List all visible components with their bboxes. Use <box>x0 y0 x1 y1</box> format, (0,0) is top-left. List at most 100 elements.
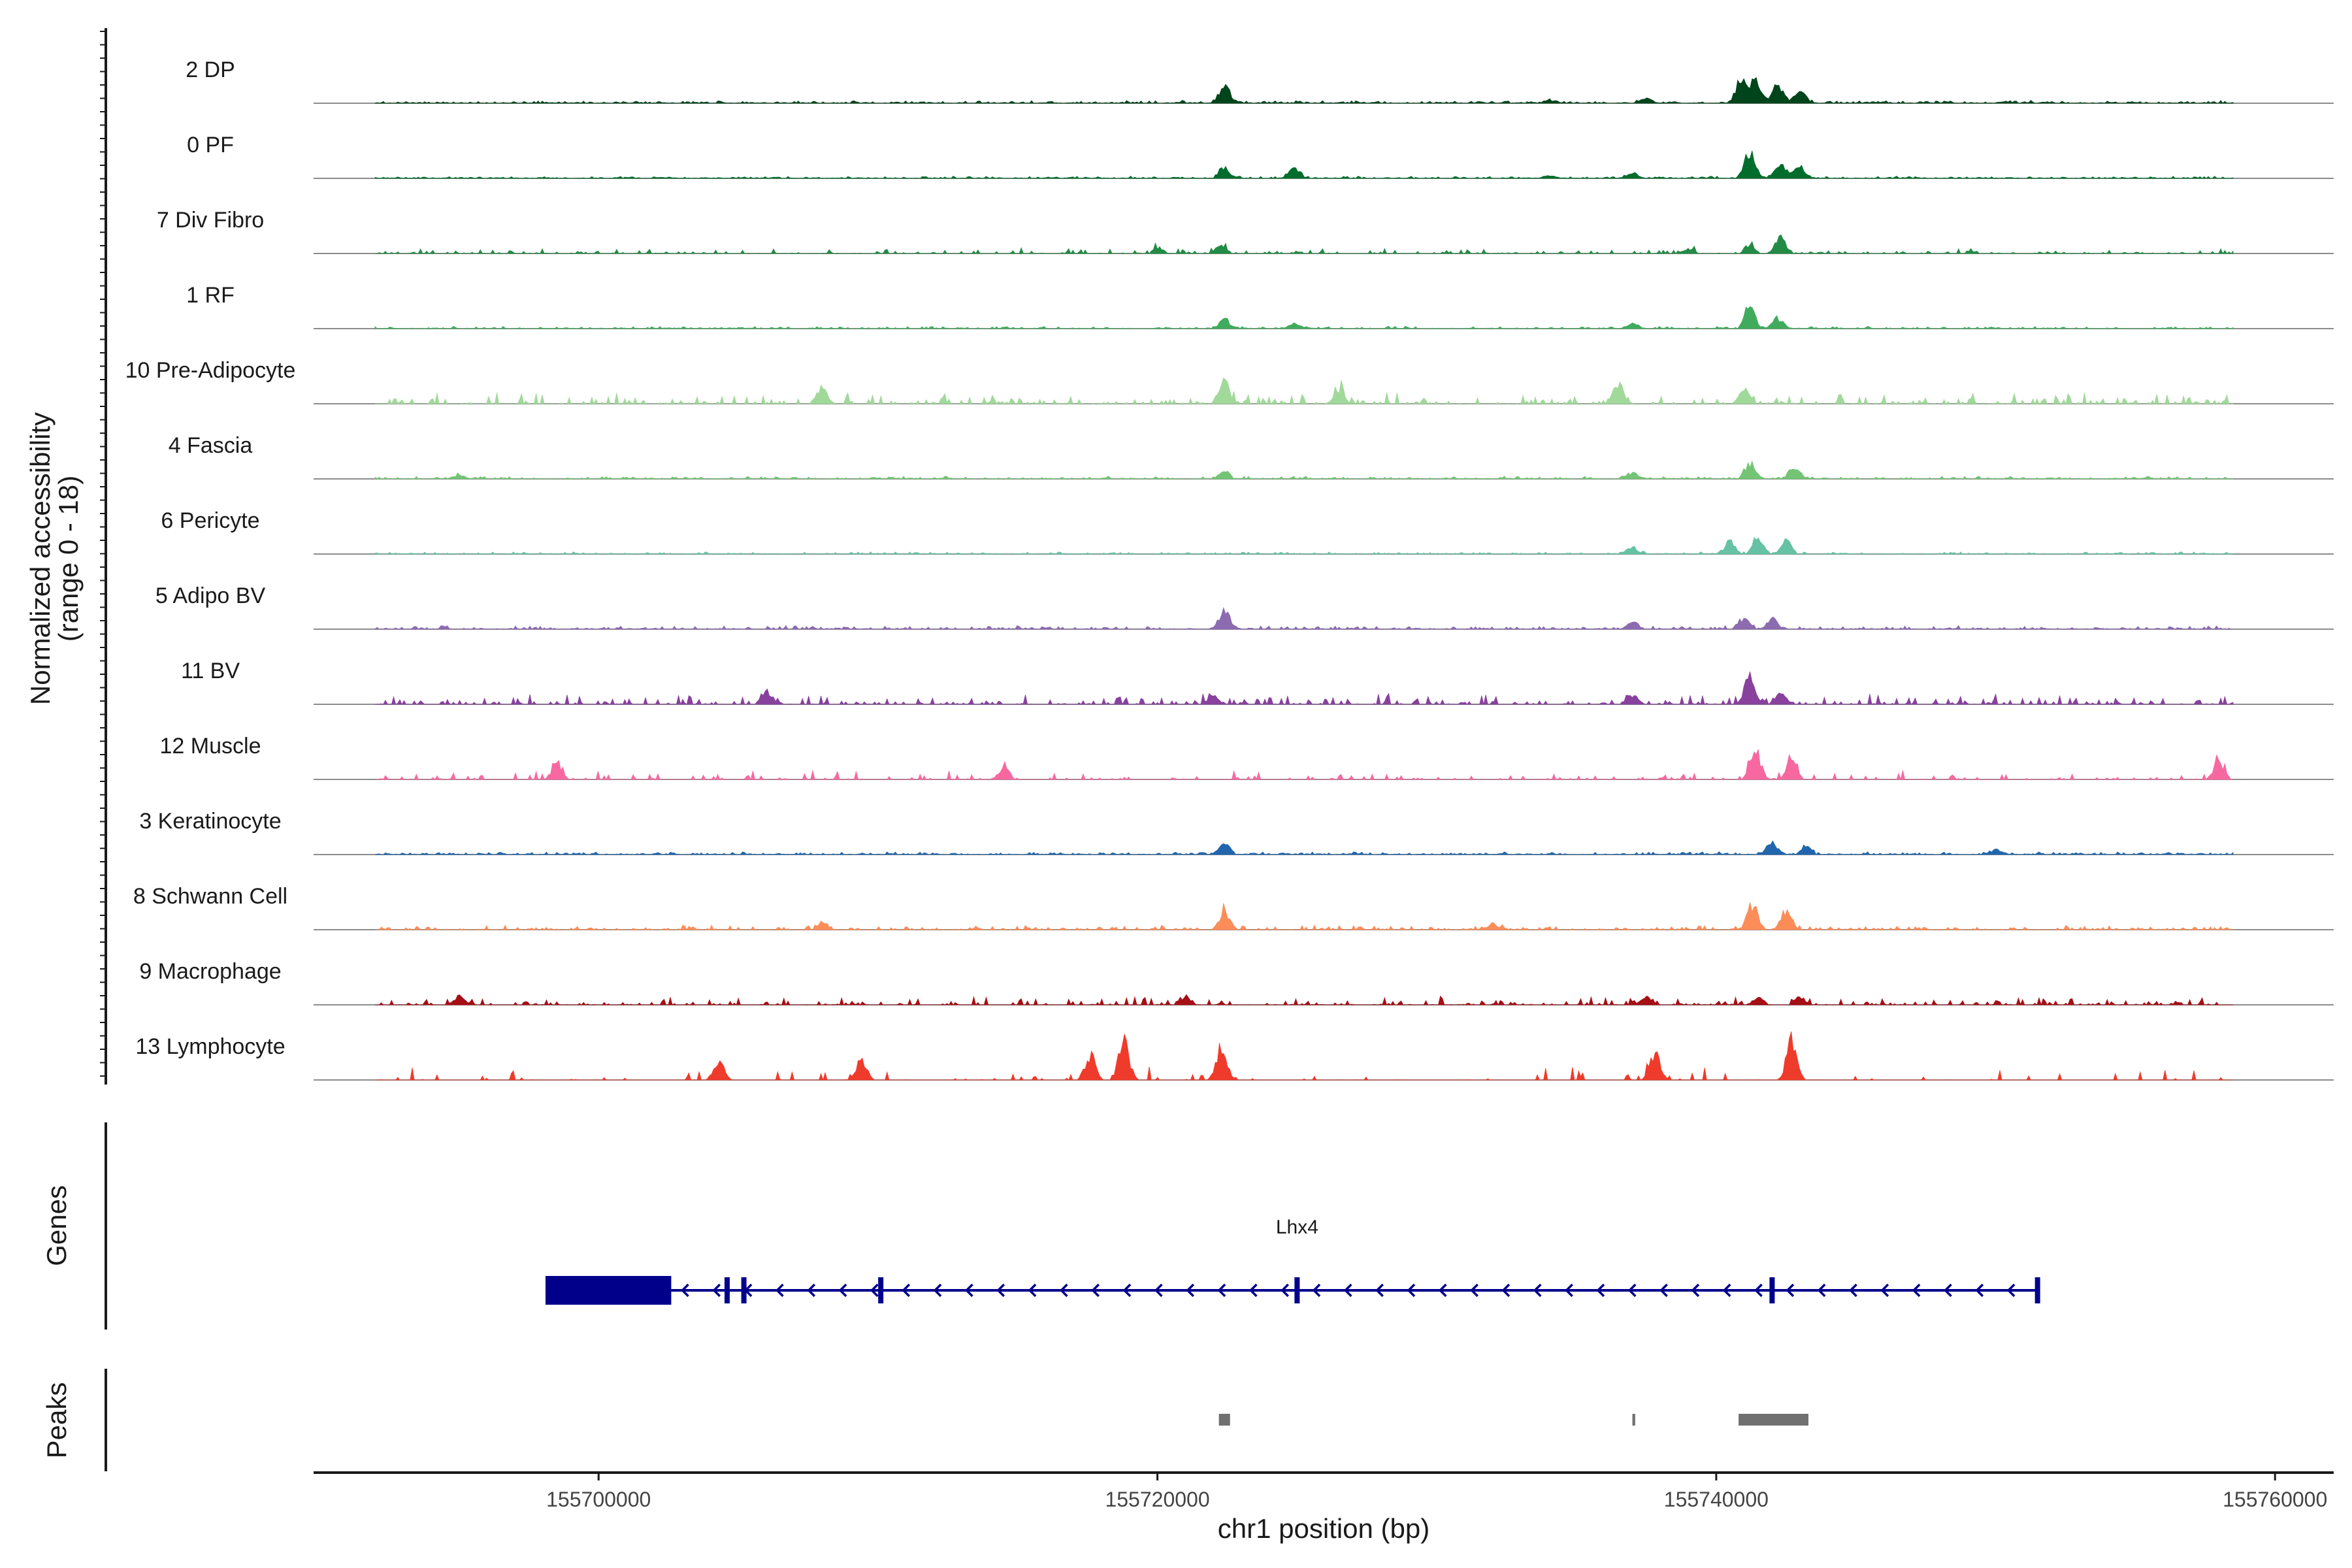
strand-arrow <box>933 1283 942 1298</box>
coverage-area <box>375 840 2234 855</box>
track-label: 1 RF <box>186 283 235 308</box>
strand-arrow <box>1281 1283 1289 1298</box>
peak-region <box>1632 1414 1635 1426</box>
track-label: 12 Muscle <box>160 734 261 759</box>
strand-arrow <box>964 1283 973 1298</box>
track-label: 8 Schwann Cell <box>133 884 287 909</box>
coverage-area <box>375 902 2234 930</box>
x-tick-label: 155740000 <box>1664 1488 1769 1511</box>
strand-arrow <box>776 1283 784 1298</box>
strand-arrow <box>1912 1283 1921 1298</box>
track-14: 13 Lymphocyte <box>135 1031 2334 1081</box>
strand-arrow <box>902 1283 911 1298</box>
strand-arrow <box>1438 1283 1447 1298</box>
accessibility-axis-ticks <box>100 31 106 1077</box>
track-11: 3 Keratinocyte <box>139 809 2334 855</box>
strand-arrow <box>1944 1283 1952 1298</box>
strand-arrow <box>1786 1283 1795 1298</box>
track-5: 10 Pre-Adipocyte <box>125 358 2334 405</box>
coverage-area <box>375 234 2234 254</box>
track-9: 11 BV <box>181 659 2334 706</box>
strand-arrow <box>838 1283 847 1298</box>
strand-arrow <box>870 1283 879 1298</box>
strand-arrow <box>681 1283 689 1298</box>
peak-region <box>1218 1414 1230 1426</box>
gene-exon-mark <box>1294 1277 1300 1303</box>
strand-arrow <box>1343 1283 1352 1298</box>
track-label: 10 Pre-Adipocyte <box>125 358 296 383</box>
track-label: 3 Keratinocyte <box>139 809 281 834</box>
track-7: 6 Pericyte <box>161 508 2334 555</box>
gene-name-label: Lhx4 <box>1276 1217 1318 1238</box>
track-label: 4 Fascia <box>169 433 253 458</box>
strand-arrow <box>807 1283 816 1298</box>
tracks-layer: 2 DP 0 PF 7 Div Fibro 1 RF 10 Pre-Adipocyte 4… <box>125 57 2334 1081</box>
strand-arrow <box>1691 1283 1700 1298</box>
track-2: 0 PF <box>187 133 2334 179</box>
track-1: 2 DP <box>186 57 2334 104</box>
gene-exon-mark <box>878 1277 884 1303</box>
track-4: 1 RF <box>186 283 2334 329</box>
peaks-panel-label: Peaks <box>41 1382 72 1459</box>
peak-region <box>1739 1414 1808 1426</box>
coverage-area <box>374 150 2234 179</box>
gene-exon-mark <box>724 1277 730 1303</box>
x-tick-label: 155760000 <box>2223 1488 2327 1511</box>
strand-arrow <box>1565 1283 1573 1298</box>
track-label: 13 Lymphocyte <box>135 1034 285 1059</box>
coverage-area <box>375 377 2234 405</box>
track-6: 4 Fascia <box>169 433 2334 480</box>
strand-arrow <box>1407 1283 1416 1298</box>
strand-arrow <box>1470 1283 1478 1298</box>
strand-arrow <box>1975 1283 1984 1298</box>
track-10: 12 Muscle <box>160 734 2334 781</box>
x-axis-title: chr1 position (bp) <box>1218 1513 1430 1544</box>
track-label: 9 Macrophage <box>139 959 281 984</box>
strand-arrow <box>1186 1283 1194 1298</box>
track-12: 8 Schwann Cell <box>133 884 2334 930</box>
track-label: 0 PF <box>187 133 234 157</box>
strand-arrow <box>1249 1283 1258 1298</box>
strand-arrow <box>1817 1283 1826 1298</box>
strand-arrow <box>1627 1283 1637 1298</box>
strand-arrow <box>1312 1283 1321 1298</box>
peak-layer <box>1218 1414 1808 1426</box>
strand-arrow <box>1880 1283 1889 1298</box>
gene-exon-mark <box>1769 1277 1775 1303</box>
track-13: 9 Macrophage <box>139 959 2334 1006</box>
strand-arrow <box>1501 1283 1511 1298</box>
coverage-area <box>374 76 2234 104</box>
strand-arrow <box>1217 1283 1226 1298</box>
x-axis-ticks: 155700000 155720000 155740000 155760000 <box>546 1473 2327 1511</box>
strand-arrow <box>1754 1283 1763 1298</box>
gene-exon-block <box>545 1276 672 1305</box>
track-label: 5 Adipo BV <box>155 583 266 608</box>
coverage-area <box>375 671 2234 706</box>
y-axis-title: Normalized accessibility <box>25 412 56 705</box>
coverage-area <box>375 994 2233 1006</box>
strand-arrow <box>743 1283 753 1298</box>
strand-arrow <box>2006 1283 2016 1298</box>
track-3: 7 Div Fibro <box>157 208 2334 254</box>
track-label: 11 BV <box>181 659 240 683</box>
gene-exon-mark <box>741 1277 747 1303</box>
strand-arrow <box>1659 1283 1668 1298</box>
strand-arrow <box>1533 1283 1542 1298</box>
coverage-area <box>374 536 2233 555</box>
gene-layer: Lhx4 <box>545 1217 2040 1305</box>
coverage-area <box>375 1031 2233 1081</box>
x-tick-label: 155700000 <box>546 1488 651 1511</box>
strand-arrow <box>1059 1283 1068 1298</box>
strand-arrow <box>1154 1283 1163 1298</box>
genes-panel-label: Genes <box>41 1185 72 1266</box>
track-8: 5 Adipo BV <box>155 583 2334 630</box>
strand-arrow <box>996 1283 1005 1298</box>
x-tick-label: 155720000 <box>1105 1488 1209 1511</box>
strand-arrow <box>1849 1283 1857 1298</box>
coverage-area <box>375 749 2233 781</box>
track-label: 6 Pericyte <box>161 508 259 533</box>
strand-arrow <box>712 1283 721 1298</box>
coverage-area <box>374 306 2234 329</box>
strand-arrow <box>1375 1283 1384 1298</box>
